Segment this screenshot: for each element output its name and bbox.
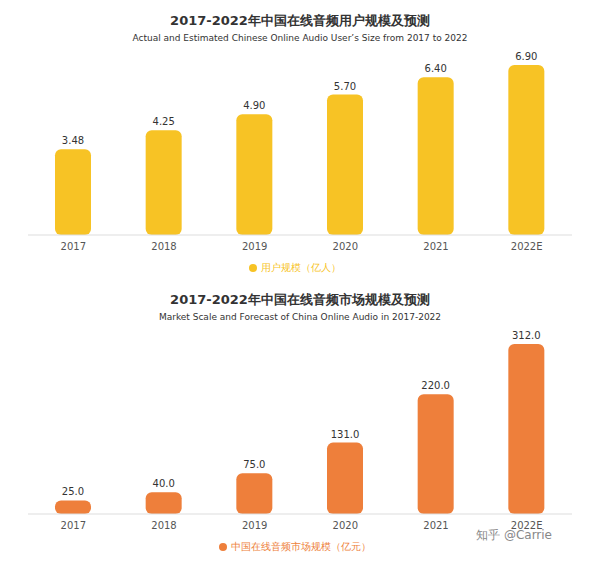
svg-text:220.0: 220.0 (421, 380, 450, 391)
svg-text:4.25: 4.25 (153, 116, 175, 127)
svg-text:6.90: 6.90 (515, 51, 537, 62)
svg-text:312.0: 312.0 (512, 330, 541, 341)
svg-text:6.40: 6.40 (425, 63, 447, 74)
svg-text:2017: 2017 (61, 520, 86, 531)
svg-text:2020: 2020 (333, 520, 358, 531)
svg-text:2021: 2021 (423, 520, 448, 531)
svg-text:40.0: 40.0 (153, 478, 175, 489)
svg-text:2018: 2018 (151, 520, 176, 531)
svg-text:4.90: 4.90 (243, 100, 265, 111)
svg-text:2019: 2019 (242, 520, 267, 531)
svg-text:2017: 2017 (61, 241, 86, 252)
svg-text:3.48: 3.48 (62, 135, 84, 146)
svg-text:2020: 2020 (333, 241, 358, 252)
svg-text:75.0: 75.0 (243, 459, 265, 470)
svg-text:131.0: 131.0 (331, 429, 360, 440)
svg-text:25.0: 25.0 (62, 486, 84, 497)
svg-text:5.70: 5.70 (334, 81, 356, 92)
svg-text:2018: 2018 (151, 241, 176, 252)
svg-text:2021: 2021 (423, 241, 448, 252)
svg-text:2022E: 2022E (511, 241, 543, 252)
svg-text:2019: 2019 (242, 241, 267, 252)
